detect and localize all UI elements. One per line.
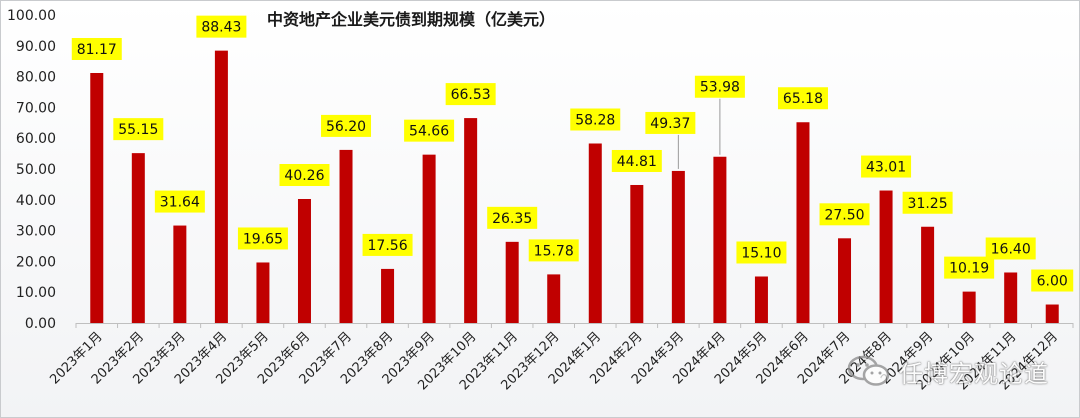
bar: [297, 198, 311, 323]
data-label-box: [819, 203, 870, 226]
bar: [339, 149, 353, 323]
data-label: 49.37: [650, 116, 690, 132]
y-tick-label: 50.00: [16, 162, 56, 178]
y-tick-label: 70.00: [16, 100, 56, 116]
bar: [1004, 272, 1018, 323]
data-label-box: [1031, 269, 1074, 292]
bar: [879, 190, 893, 323]
y-tick-label: 10.00: [16, 285, 56, 301]
data-label-box: [944, 256, 995, 279]
data-label: 19.65: [243, 231, 283, 247]
data-label: 43.01: [866, 160, 906, 176]
data-labels-group: 81.17 55.15 31.64 88.43 19.65 40.26 56.20 17.56…: [71, 15, 1074, 292]
bar: [214, 50, 228, 324]
chart-title: 中资地产企业美元债到期规模（亿美元）: [267, 10, 555, 29]
bar: [256, 262, 270, 323]
bar: [381, 268, 395, 323]
data-label: 53.98: [700, 80, 740, 96]
data-label-box: [611, 149, 662, 172]
bar: [173, 225, 187, 323]
bar: [838, 238, 852, 323]
data-label-box: [985, 237, 1036, 260]
data-label-box: [196, 15, 247, 38]
data-label: 44.81: [617, 154, 657, 170]
y-tick-label: 30.00: [16, 224, 56, 240]
data-label: 58.28: [575, 112, 615, 128]
data-label: 40.26: [284, 168, 324, 184]
bar: [796, 122, 810, 323]
wechat-icon: [847, 355, 890, 386]
data-label-box: [362, 233, 413, 256]
watermark-text: 任博宏观论道: [899, 359, 1049, 388]
data-label: 27.50: [824, 207, 864, 223]
data-label: 15.78: [534, 243, 574, 259]
bar: [962, 291, 976, 323]
data-label-box: [645, 111, 696, 134]
bar: [921, 226, 935, 323]
y-tick-label: 20.00: [16, 254, 56, 270]
data-label: 31.64: [160, 195, 200, 211]
bar: [90, 72, 104, 323]
data-label: 56.20: [326, 119, 366, 135]
bar: [713, 156, 727, 323]
data-label: 81.17: [77, 42, 117, 58]
y-axis: 0.00 10.00 20.00 30.00 40.00 50.00 60.00 70.00 8…: [7, 8, 56, 332]
data-label-box: [237, 227, 288, 250]
y-tick-label: 90.00: [16, 39, 56, 55]
data-label: 6.00: [1037, 274, 1068, 290]
data-label: 54.66: [409, 124, 449, 140]
bars-group: [90, 50, 1059, 324]
bar: [588, 143, 602, 323]
data-label-box: [902, 191, 953, 214]
data-label-box: [570, 108, 621, 131]
y-tick-label: 100.00: [7, 8, 56, 24]
data-label-box: [528, 239, 579, 262]
data-label: 55.15: [118, 122, 158, 138]
bar: [1045, 304, 1059, 323]
watermark: 任博宏观论道: [847, 351, 1049, 391]
data-label: 88.43: [201, 20, 241, 36]
bar: [754, 276, 768, 323]
data-label-box: [736, 241, 787, 264]
data-label-box: [445, 83, 496, 106]
y-tick-label: 60.00: [16, 131, 56, 147]
data-label: 16.40: [991, 241, 1031, 257]
data-label: 17.56: [368, 238, 408, 254]
data-label: 31.25: [908, 196, 948, 212]
data-label: 15.10: [741, 245, 781, 261]
y-tick-label: 40.00: [16, 193, 56, 209]
bar: [671, 170, 685, 323]
data-label-box: [861, 155, 912, 178]
bar: [547, 274, 561, 323]
data-label-box: [154, 190, 205, 213]
bar: [630, 184, 644, 323]
data-label: 66.53: [451, 87, 491, 103]
bar: [505, 241, 519, 323]
y-tick-label: 0.00: [25, 316, 56, 332]
bar: [422, 154, 436, 323]
data-label-box: [113, 118, 164, 141]
bar: [131, 153, 145, 323]
bar: [464, 118, 478, 323]
data-label-box: [487, 206, 538, 229]
data-label-box: [777, 87, 828, 110]
data-label: 26.35: [492, 211, 532, 227]
data-label: 10.19: [949, 261, 989, 277]
data-label-box: [404, 119, 455, 142]
y-tick-label: 80.00: [16, 70, 56, 86]
data-label-box: [321, 114, 372, 137]
data-label-box: [694, 75, 745, 98]
data-label-box: [71, 37, 122, 60]
data-label: 65.18: [783, 91, 823, 107]
data-label-box: [279, 163, 330, 186]
